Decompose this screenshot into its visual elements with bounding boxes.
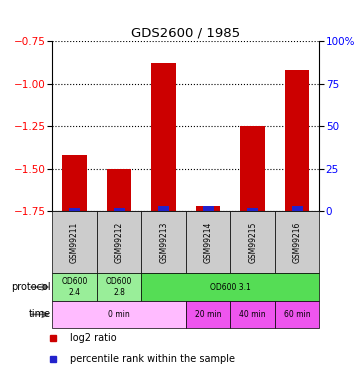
Text: protocol: protocol (11, 282, 51, 292)
Bar (107, 169, 131, 211)
Title: GDS2600 / 1985: GDS2600 / 1985 (131, 27, 240, 40)
Text: GSM99215: GSM99215 (248, 222, 257, 263)
Text: OD600
2.8: OD600 2.8 (106, 278, 132, 297)
Bar (275, 301, 319, 328)
Bar (186, 301, 230, 328)
Bar (230, 301, 275, 328)
Text: GSM99212: GSM99212 (115, 222, 123, 263)
Bar (97, 211, 142, 273)
Text: GSM99213: GSM99213 (159, 222, 168, 263)
Bar (240, 126, 265, 212)
Bar (52, 273, 97, 301)
Bar (285, 70, 309, 211)
Bar (292, 206, 303, 212)
Text: OD600
2.4: OD600 2.4 (61, 278, 88, 297)
Bar (158, 206, 169, 212)
Text: GSM99216: GSM99216 (293, 222, 302, 263)
Bar (114, 208, 125, 212)
Bar (52, 211, 97, 273)
Bar (97, 273, 142, 301)
Bar (52, 301, 186, 328)
Bar (151, 63, 176, 211)
Bar (203, 206, 214, 212)
Text: percentile rank within the sample: percentile rank within the sample (70, 354, 235, 364)
Text: 0 min: 0 min (108, 310, 130, 319)
Bar (196, 206, 221, 212)
Text: GSM99211: GSM99211 (70, 222, 79, 263)
Text: OD600 3.1: OD600 3.1 (210, 283, 251, 292)
Bar (142, 211, 186, 273)
Text: 20 min: 20 min (195, 310, 221, 319)
Text: 60 min: 60 min (284, 310, 310, 319)
Bar (69, 208, 80, 212)
Bar (275, 211, 319, 273)
Text: time: time (29, 309, 51, 320)
Bar (142, 273, 319, 301)
Bar (247, 208, 258, 212)
Text: GSM99214: GSM99214 (204, 222, 213, 263)
Text: 40 min: 40 min (239, 310, 266, 319)
Text: log2 ratio: log2 ratio (70, 333, 117, 343)
Bar (62, 155, 87, 212)
Bar (230, 211, 275, 273)
Bar (186, 211, 230, 273)
